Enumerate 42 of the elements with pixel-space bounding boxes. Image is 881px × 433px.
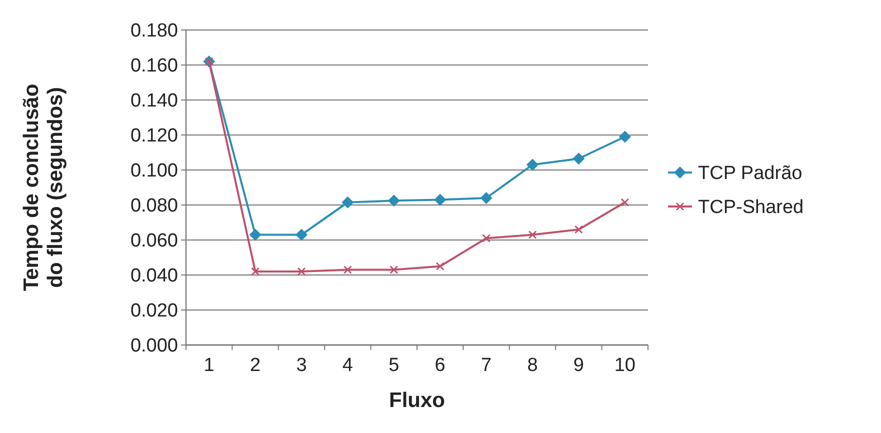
x-tick-label: 7	[481, 355, 492, 376]
y-tick-label: 0.020	[130, 300, 178, 322]
x-tick-label: 3	[296, 355, 307, 376]
point	[620, 198, 630, 207]
y-tick-label: 0.120	[130, 126, 178, 147]
y-tick-label: 0.140	[130, 90, 178, 112]
point	[251, 267, 260, 276]
legend-label: TCP Padrão	[698, 163, 802, 184]
point	[618, 130, 631, 143]
x-axis-title: Fluxo	[389, 389, 445, 412]
y-tick-label: 0.040	[130, 266, 178, 287]
point	[343, 266, 352, 274]
legend-label: TCP-Shared	[698, 197, 804, 218]
x-tick-label: 1	[204, 355, 214, 376]
y-tick-label: 0.160	[130, 56, 178, 77]
y-tick-label: 0.000	[130, 336, 178, 357]
y-tick-label: 0.180	[130, 20, 178, 42]
point	[342, 196, 354, 208]
x-tick-label: 4	[342, 355, 354, 376]
point	[434, 194, 446, 206]
point	[572, 152, 585, 165]
point	[436, 262, 444, 270]
point	[574, 225, 583, 234]
y-tick-label: 0.060	[130, 230, 178, 252]
y-tick-label: 0.100	[130, 160, 178, 182]
point	[297, 267, 306, 276]
point	[528, 230, 537, 239]
point	[249, 228, 262, 241]
y-axis-title: Tempo de conclusão do fluxo (segundos)	[20, 84, 68, 292]
x-tick-label: 9	[573, 355, 584, 376]
x-tick-label: 8	[527, 355, 538, 376]
x-tick-label: 6	[434, 355, 446, 376]
x-tick-label: 10	[614, 355, 636, 376]
x-tick-label: 5	[388, 355, 400, 376]
point	[388, 194, 400, 207]
point	[482, 234, 491, 242]
x-tick-label: 2	[250, 355, 261, 376]
y-tick-label: 0.080	[130, 196, 178, 217]
point	[390, 266, 398, 274]
point	[526, 158, 538, 171]
point	[480, 192, 492, 204]
point	[296, 228, 308, 241]
